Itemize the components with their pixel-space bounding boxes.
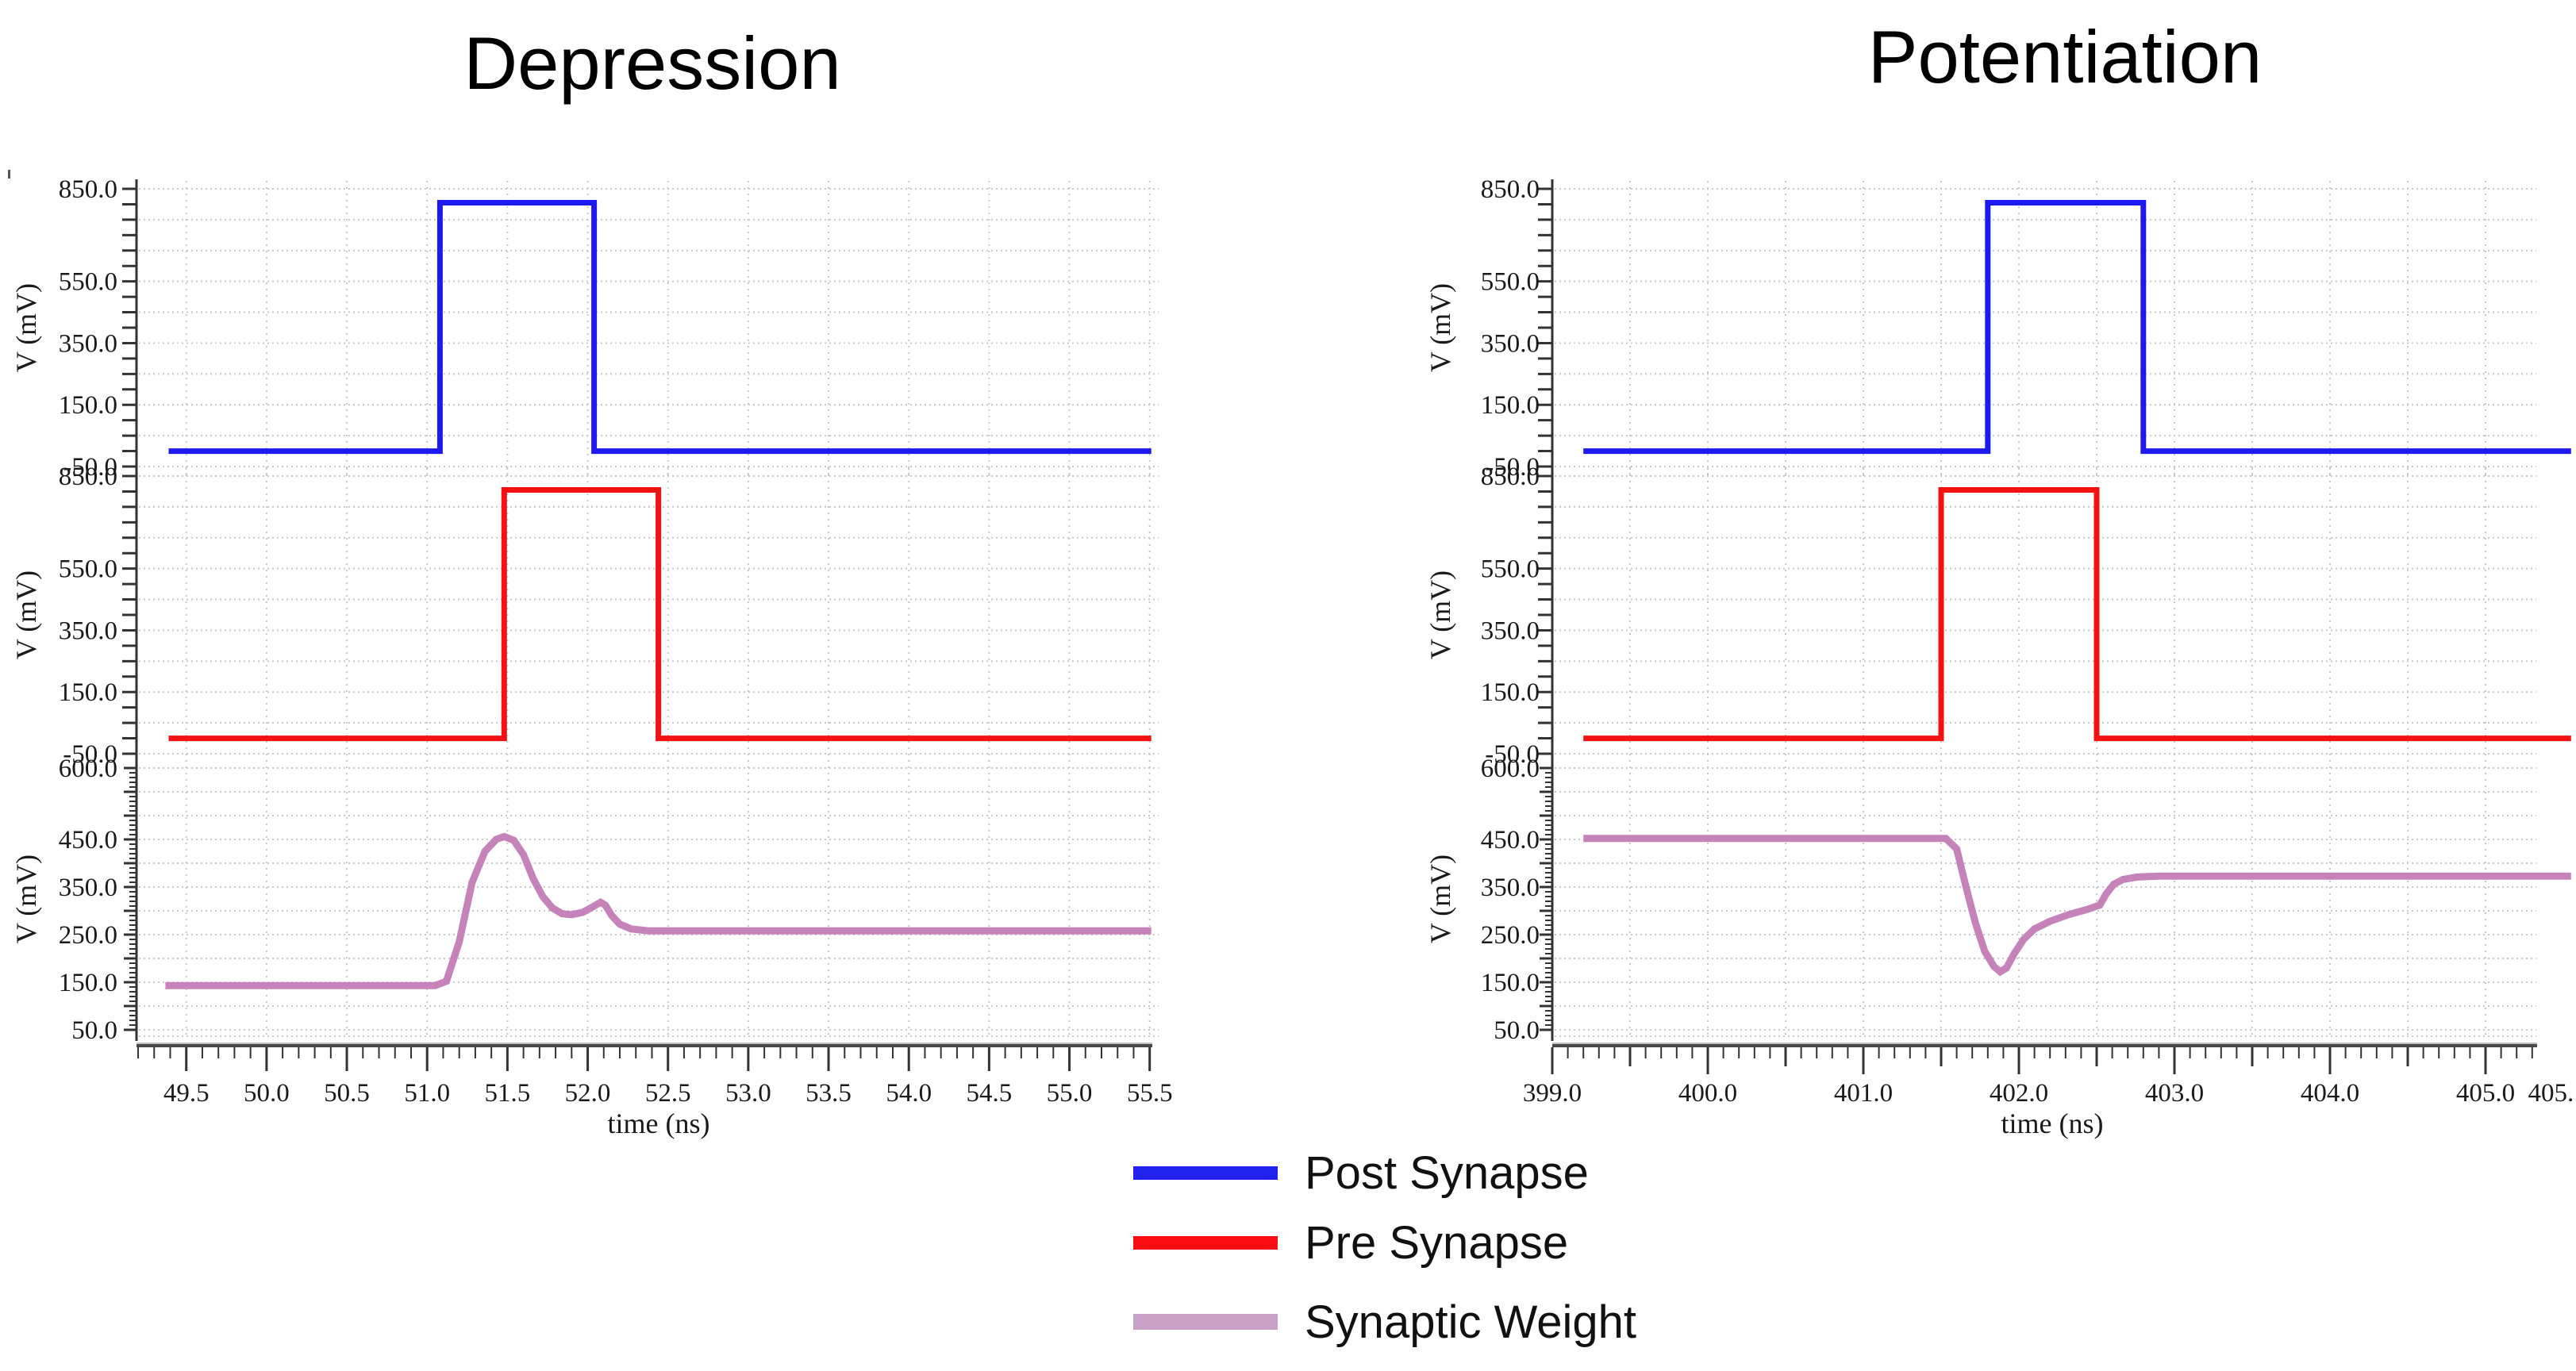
svg-text:350.0: 350.0	[59, 329, 117, 358]
post-synapse-line-swatch-icon	[1133, 1166, 1278, 1180]
svg-text:-50.0: -50.0	[63, 740, 117, 769]
svg-text:55.0: 55.0	[1047, 1079, 1093, 1108]
svg-text:V (mV): V (mV)	[1424, 570, 1456, 659]
svg-text:350.0: 350.0	[1481, 874, 1540, 902]
synaptic-weight-trace	[165, 832, 1152, 989]
potentiation-post-synapse-plot: 850.0 550.0 350.0 150.0 -50.0 V (mV)	[1424, 175, 2571, 482]
svg-text:400.0: 400.0	[1678, 1079, 1737, 1108]
legend-item-pre-synapse: Pre Synapse	[1133, 1216, 1569, 1269]
chart-title-depression: Depression	[463, 21, 841, 105]
svg-text:50.0: 50.0	[1494, 1016, 1540, 1045]
svg-text:V (mV): V (mV)	[1424, 854, 1456, 943]
pre-synapse-trace	[168, 487, 1152, 742]
svg-text:550.0: 550.0	[59, 268, 117, 297]
depression-synaptic-weight-plot: 600.0 450.0 350.0 250.0 150.0 50.0 V (mV)	[10, 755, 1159, 1045]
svg-text:51.0: 51.0	[404, 1079, 450, 1108]
svg-text:250.0: 250.0	[59, 921, 117, 950]
svg-text:-50.0: -50.0	[1485, 453, 1540, 482]
svg-text:350.0: 350.0	[1481, 329, 1540, 358]
svg-text:450.0: 450.0	[59, 826, 117, 854]
potentiation-synaptic-weight-plot: 600.0 450.0 350.0 250.0 150.0 50.0 V (mV)	[1424, 755, 2571, 1045]
svg-text:-50.0: -50.0	[1485, 740, 1540, 769]
svg-text:404.0: 404.0	[2301, 1079, 2359, 1108]
pre-synapse-trace	[1583, 487, 2571, 742]
svg-text:150.0: 150.0	[59, 678, 117, 707]
svg-text:850.0: 850.0	[1481, 175, 1540, 204]
svg-text:150.0: 150.0	[59, 391, 117, 420]
potentiation-pre-synapse-plot: 850.0 550.0 350.0 150.0 -50.0 V (mV)	[1424, 463, 2571, 769]
post-synapse-trace	[168, 200, 1152, 455]
svg-text:399.0: 399.0	[1523, 1079, 1582, 1108]
svg-text:-50.0: -50.0	[63, 453, 117, 482]
pre-synapse-line-swatch-icon	[1133, 1235, 1278, 1250]
svg-text:850.0: 850.0	[59, 175, 117, 204]
svg-text:54.0: 54.0	[886, 1079, 932, 1108]
svg-text:50.0: 50.0	[71, 1016, 117, 1045]
svg-text:450.0: 450.0	[1481, 826, 1540, 854]
svg-text:50.0: 50.0	[244, 1079, 290, 1108]
svg-text:850.0: 850.0	[59, 463, 117, 491]
svg-text:V (mV): V (mV)	[10, 854, 42, 943]
svg-text:V (mV): V (mV)	[1424, 283, 1456, 372]
svg-text:52.5: 52.5	[645, 1079, 691, 1108]
depression-post-synapse-plot: 850.0 550.0 350.0 150.0 -50.0 V (mV)	[10, 175, 1159, 482]
legend-label-synaptic-weight: Synaptic Weight	[1305, 1296, 1637, 1348]
svg-text:53.0: 53.0	[725, 1079, 771, 1108]
potentiation-chart-group: 850.0 550.0 350.0 150.0 -50.0 V (mV) 850.0 550.…	[1424, 175, 2574, 1139]
svg-text:405.: 405.	[2528, 1079, 2574, 1108]
svg-text:150.0: 150.0	[1481, 969, 1540, 997]
synaptic-weight-trace	[1583, 835, 2571, 977]
svg-text:V (mV): V (mV)	[10, 283, 42, 372]
depression-chart-group: 850.0 550.0 350.0 150.0 -50.0 V (mV) 850.0 550.…	[10, 175, 1173, 1139]
svg-text:405.0: 405.0	[2456, 1079, 2515, 1108]
svg-text:time (ns): time (ns)	[2001, 1108, 2104, 1139]
chart-title-potentiation: Potentiation	[1867, 15, 2263, 98]
svg-text:600.0: 600.0	[59, 755, 117, 783]
svg-text:51.5: 51.5	[485, 1079, 531, 1108]
svg-text:150.0: 150.0	[1481, 391, 1540, 420]
svg-text:550.0: 550.0	[59, 555, 117, 584]
svg-text:402.0: 402.0	[1990, 1079, 2048, 1108]
svg-text:53.5: 53.5	[805, 1079, 852, 1108]
svg-text:time (ns): time (ns)	[608, 1108, 710, 1139]
svg-text:350.0: 350.0	[1481, 616, 1540, 645]
depression-pre-synapse-plot: 850.0 550.0 350.0 150.0 -50.0 V (mV)	[10, 463, 1159, 769]
svg-text:550.0: 550.0	[1481, 555, 1540, 584]
svg-text:V (mV): V (mV)	[10, 570, 42, 659]
svg-text:350.0: 350.0	[59, 616, 117, 645]
svg-text:250.0: 250.0	[1481, 921, 1540, 950]
svg-text:150.0: 150.0	[59, 969, 117, 997]
svg-text:52.0: 52.0	[565, 1079, 611, 1108]
svg-text:850.0: 850.0	[1481, 463, 1540, 491]
svg-text:54.5: 54.5	[966, 1079, 1012, 1108]
legend-label-pre-synapse: Pre Synapse	[1305, 1216, 1569, 1269]
post-synapse-trace	[1583, 200, 2571, 455]
svg-text:150.0: 150.0	[1481, 678, 1540, 707]
synaptic-weight-line-swatch-icon	[1133, 1314, 1278, 1330]
legend-item-synaptic-weight: Synaptic Weight	[1133, 1296, 1637, 1348]
svg-text:50.5: 50.5	[324, 1079, 370, 1108]
svg-text:350.0: 350.0	[59, 874, 117, 902]
svg-text:55.5: 55.5	[1127, 1079, 1173, 1108]
svg-text:600.0: 600.0	[1481, 755, 1540, 783]
svg-text:403.0: 403.0	[2145, 1079, 2204, 1108]
legend-label-post-synapse: Post Synapse	[1305, 1146, 1589, 1199]
svg-text:550.0: 550.0	[1481, 268, 1540, 297]
legend-item-post-synapse: Post Synapse	[1133, 1146, 1589, 1199]
svg-text:401.0: 401.0	[1834, 1079, 1893, 1108]
stray-mark	[8, 170, 10, 179]
svg-text:49.5: 49.5	[163, 1079, 210, 1108]
